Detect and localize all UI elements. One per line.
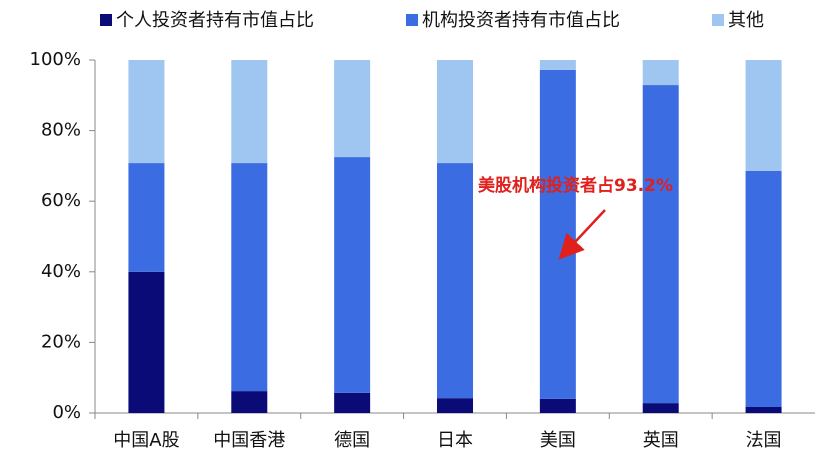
bar-segment (334, 60, 371, 158)
bar-segment (642, 60, 679, 86)
annotation-arrow (558, 209, 606, 260)
y-tick-label: 0% (52, 402, 81, 423)
x-tick-label: 英国 (643, 430, 679, 451)
bar-segment (437, 163, 473, 399)
x-tick-label: 美国 (540, 430, 576, 451)
bar-segment (745, 406, 782, 413)
x-tick-label: 中国A股 (113, 430, 179, 451)
bar-segment (231, 391, 268, 413)
bar-segment (334, 392, 371, 413)
legend-swatch (406, 14, 418, 26)
bar-segment (437, 60, 473, 164)
bar-segment (745, 60, 782, 171)
legend-swatch (712, 14, 724, 26)
legend-swatch (100, 14, 112, 26)
bar-segment (231, 60, 268, 164)
y-tick-label: 60% (41, 190, 81, 211)
bar-segment (231, 163, 268, 392)
x-tick-label: 日本 (437, 430, 473, 451)
bar-segment (642, 85, 679, 404)
bar-segment (745, 170, 782, 407)
legend-label: 其他 (728, 10, 764, 31)
y-tick-label: 100% (30, 49, 81, 70)
x-tick-label: 德国 (334, 430, 370, 451)
bar-segment (642, 403, 679, 413)
y-tick-label: 20% (41, 331, 81, 352)
bar-segment (539, 398, 576, 413)
bar-segment (128, 271, 165, 413)
annotation: 美股机构投资者占93.2% (478, 175, 673, 196)
x-tick-label: 中国香港 (213, 430, 285, 451)
bar-segment (437, 398, 473, 413)
y-tick-label: 80% (41, 120, 81, 141)
x-tick-label: 法国 (746, 430, 782, 451)
y-tick-label: 40% (41, 261, 81, 282)
bar-segment (334, 157, 371, 393)
legend-label: 机构投资者持有市值占比 (422, 10, 620, 31)
bar-segment (128, 163, 165, 272)
legend-label: 个人投资者持有市值占比 (116, 10, 314, 31)
bar-segment (539, 60, 576, 70)
bar-segment (539, 69, 576, 399)
bar-segment (128, 60, 165, 164)
